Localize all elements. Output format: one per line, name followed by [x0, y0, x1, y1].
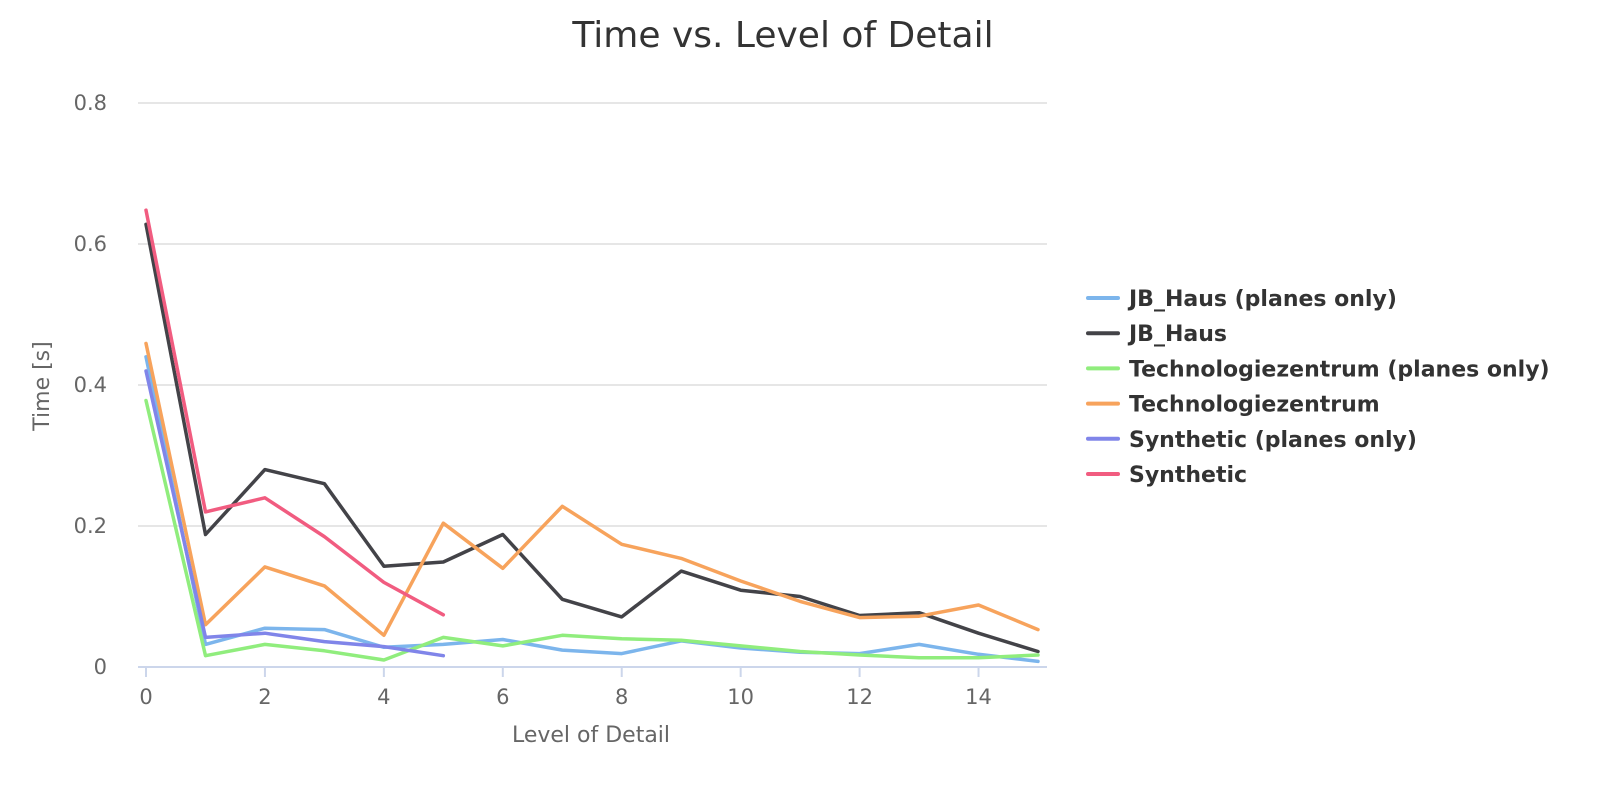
series-line-3[interactable] — [144, 398, 1040, 662]
x-tick-label: 4 — [377, 685, 390, 709]
series-line-4[interactable] — [144, 341, 1040, 638]
x-tick-label: 8 — [615, 685, 628, 709]
x-tick-label: 0 — [139, 685, 152, 709]
legend-label: Technologiezentrum (planes only) — [1129, 357, 1550, 382]
y-tick-label: 0.2 — [74, 514, 107, 538]
series-line-2[interactable] — [144, 222, 1040, 654]
y-axis-title: Time [s] — [30, 341, 55, 431]
legend-label: Technologiezentrum — [1129, 393, 1380, 418]
y-tick-label: 0.6 — [74, 232, 107, 256]
axes: 0 0.2 0.4 0.6 0.8 0 2 4 6 8 10 12 14 — [74, 91, 1047, 709]
y-tick-label: 0.8 — [74, 91, 107, 115]
x-tick-label: 12 — [846, 685, 873, 709]
y-tick-label: 0.4 — [74, 373, 107, 397]
x-tick-label: 14 — [965, 685, 992, 709]
grid-lines — [138, 102, 1047, 527]
series-lines — [144, 208, 1040, 664]
legend-item[interactable]: Synthetic — [1086, 463, 1247, 488]
x-tick-label: 2 — [258, 685, 271, 709]
legend-item[interactable]: Technologiezentrum — [1086, 393, 1380, 418]
x-tick-label: 10 — [727, 685, 754, 709]
legend-label: Synthetic — [1129, 463, 1247, 488]
legend-item[interactable]: Technologiezentrum (planes only) — [1086, 357, 1550, 382]
chart-title: Time vs. Level of Detail — [571, 15, 993, 56]
series-line-6[interactable] — [144, 208, 446, 617]
y-tick-label: 0 — [94, 655, 107, 679]
x-tick-label: 6 — [496, 685, 509, 709]
legend-label: JB_Haus — [1127, 322, 1227, 347]
legend: JB_Haus (planes only) JB_Haus Technologiez… — [1086, 287, 1550, 488]
legend-item[interactable]: JB_Haus — [1086, 322, 1227, 347]
x-axis-title: Level of Detail — [512, 723, 670, 748]
series-line-1[interactable] — [144, 355, 1040, 664]
legend-label: JB_Haus (planes only) — [1127, 287, 1397, 312]
legend-item[interactable]: JB_Haus (planes only) — [1086, 287, 1397, 312]
legend-item[interactable]: Synthetic (planes only) — [1086, 428, 1417, 453]
legend-label: Synthetic (planes only) — [1129, 428, 1417, 453]
series-line-5[interactable] — [144, 369, 446, 658]
